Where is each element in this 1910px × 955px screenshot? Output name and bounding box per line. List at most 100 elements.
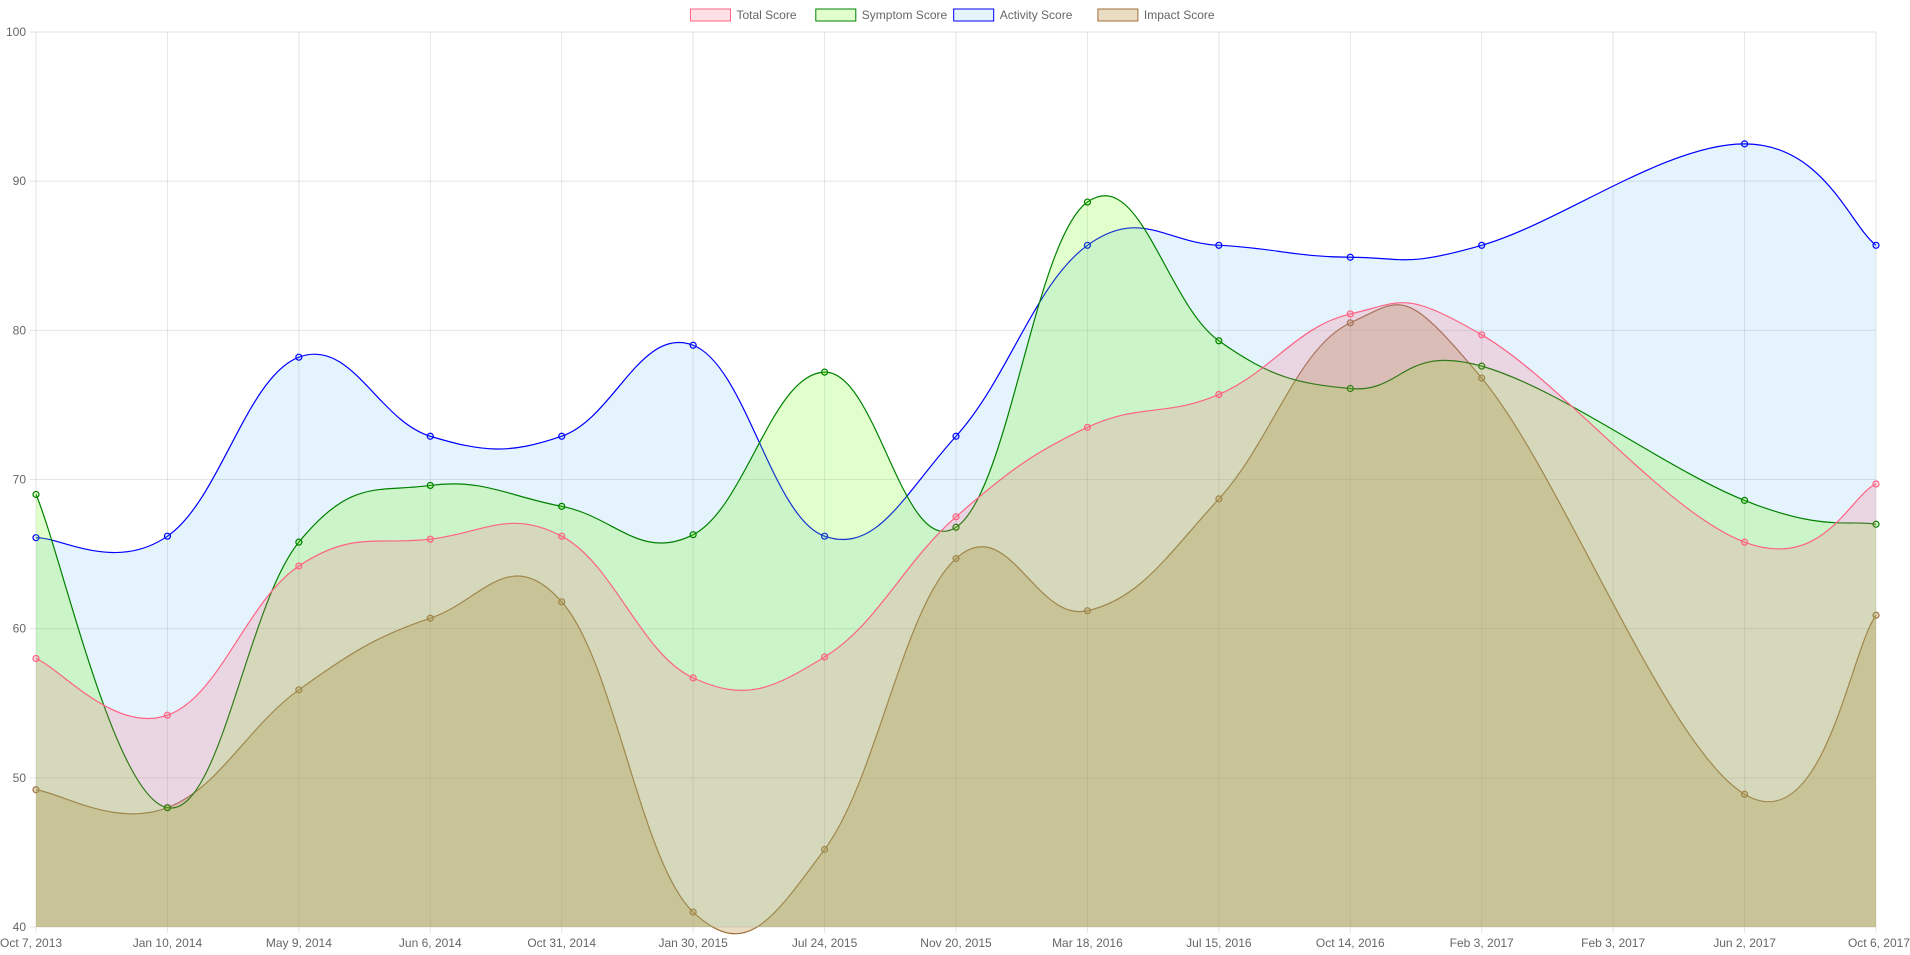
data-point[interactable] [952,432,960,440]
data-point[interactable] [820,845,829,854]
x-tick-label: May 9, 2014 [266,936,332,950]
x-tick-label: Mar 18, 2016 [1052,936,1123,950]
x-tick-label: Jul 15, 2016 [1186,936,1252,950]
data-point[interactable] [1346,384,1354,393]
series-group [32,140,1880,935]
data-point[interactable] [689,674,697,682]
data-point[interactable] [426,614,434,622]
data-point[interactable] [163,804,172,812]
data-point[interactable] [426,432,434,440]
data-point[interactable] [295,686,303,694]
x-tick-label: Oct 6, 2017 [1848,936,1910,950]
data-point[interactable] [689,341,697,349]
data-point[interactable] [295,353,303,361]
data-point[interactable] [558,598,566,606]
legend-item-impact-score[interactable]: Impact Score [1097,8,1215,22]
data-point[interactable] [952,554,960,563]
x-tick-label: Nov 20, 2015 [920,936,992,950]
data-point[interactable] [689,531,697,539]
data-point[interactable] [426,481,434,490]
data-point[interactable] [558,502,566,510]
data-point[interactable] [952,513,960,521]
data-point[interactable] [1872,241,1880,249]
data-point[interactable] [426,535,434,543]
data-point[interactable] [1872,480,1880,488]
x-tick-label: Jan 30, 2015 [658,936,728,950]
legend-item-symptom-score[interactable]: Symptom Score [815,8,948,22]
series-line [35,143,1877,554]
y-tick-label: 70 [13,473,27,487]
data-point[interactable] [558,432,566,440]
data-point[interactable] [820,532,829,540]
data-point[interactable] [1346,319,1354,327]
data-point[interactable] [32,490,40,499]
series-line [35,302,1877,719]
series-activity-score [32,140,1880,927]
x-tick-label: Feb 3, 2017 [1581,936,1645,950]
series-line [35,304,1877,935]
x-tick-label: Jan 10, 2014 [133,936,203,950]
series-impact-score [32,304,1880,935]
data-point[interactable] [1346,253,1354,261]
data-point[interactable] [558,532,566,540]
data-point[interactable] [1740,496,1749,504]
series-area [36,302,1876,927]
data-point[interactable] [1215,390,1223,399]
data-point[interactable] [1346,310,1354,318]
data-point[interactable] [295,538,303,546]
y-tick-label: 60 [13,622,27,636]
data-point[interactable] [1083,607,1092,615]
y-tick-label: 80 [13,323,27,337]
x-tick-label: Jun 2, 2017 [1713,936,1776,950]
data-point[interactable] [32,534,40,542]
data-point[interactable] [163,532,172,540]
x-tick-label: Jun 6, 2014 [399,936,462,950]
data-point[interactable] [1740,790,1749,798]
series-total-score [32,302,1880,927]
data-point[interactable] [1215,495,1223,503]
data-point[interactable] [163,711,172,719]
data-point[interactable] [952,523,960,531]
series-area [36,195,1876,927]
y-tick-label: 50 [13,771,27,785]
series-area [36,304,1876,934]
series-area [36,143,1876,927]
data-point[interactable] [1478,241,1486,249]
data-point[interactable] [1215,337,1223,345]
data-point[interactable] [1872,611,1880,619]
data-point[interactable] [820,653,829,661]
data-point[interactable] [295,562,303,570]
grid [30,31,1877,933]
legend-swatch [815,8,857,22]
data-point[interactable] [1478,362,1486,370]
data-point[interactable] [820,368,829,376]
data-point[interactable] [32,654,40,663]
legend-item-activity-score[interactable]: Activity Score [953,8,1073,22]
data-point[interactable] [1083,198,1092,206]
legend-item-total-score[interactable]: Total Score [690,8,797,22]
data-point[interactable] [1083,423,1092,431]
data-point[interactable] [32,786,40,794]
legend[interactable]: Total Score Symptom Score Activity Score Im… [690,8,1215,22]
legend-swatch [953,8,995,22]
data-point[interactable] [689,908,697,916]
legend-label: Impact Score [1144,8,1215,22]
x-tick-label: Oct 14, 2016 [1316,936,1385,950]
x-tick-label: Feb 3, 2017 [1450,936,1514,950]
legend-swatch [690,8,731,22]
legend-label: Activity Score [1000,8,1073,22]
data-point[interactable] [1740,538,1749,546]
data-point[interactable] [1872,520,1880,528]
x-tick-label: Jul 24, 2015 [792,936,858,950]
x-tick-label: Oct 31, 2014 [527,936,596,950]
data-point[interactable] [1478,331,1486,339]
y-tick-label: 40 [13,920,27,934]
data-point[interactable] [1740,140,1749,148]
data-point[interactable] [1083,241,1092,249]
data-point[interactable] [1215,241,1223,249]
legend-label: Symptom Score [862,8,948,22]
data-point[interactable] [1478,374,1486,382]
y-tick-label: 90 [13,174,27,188]
